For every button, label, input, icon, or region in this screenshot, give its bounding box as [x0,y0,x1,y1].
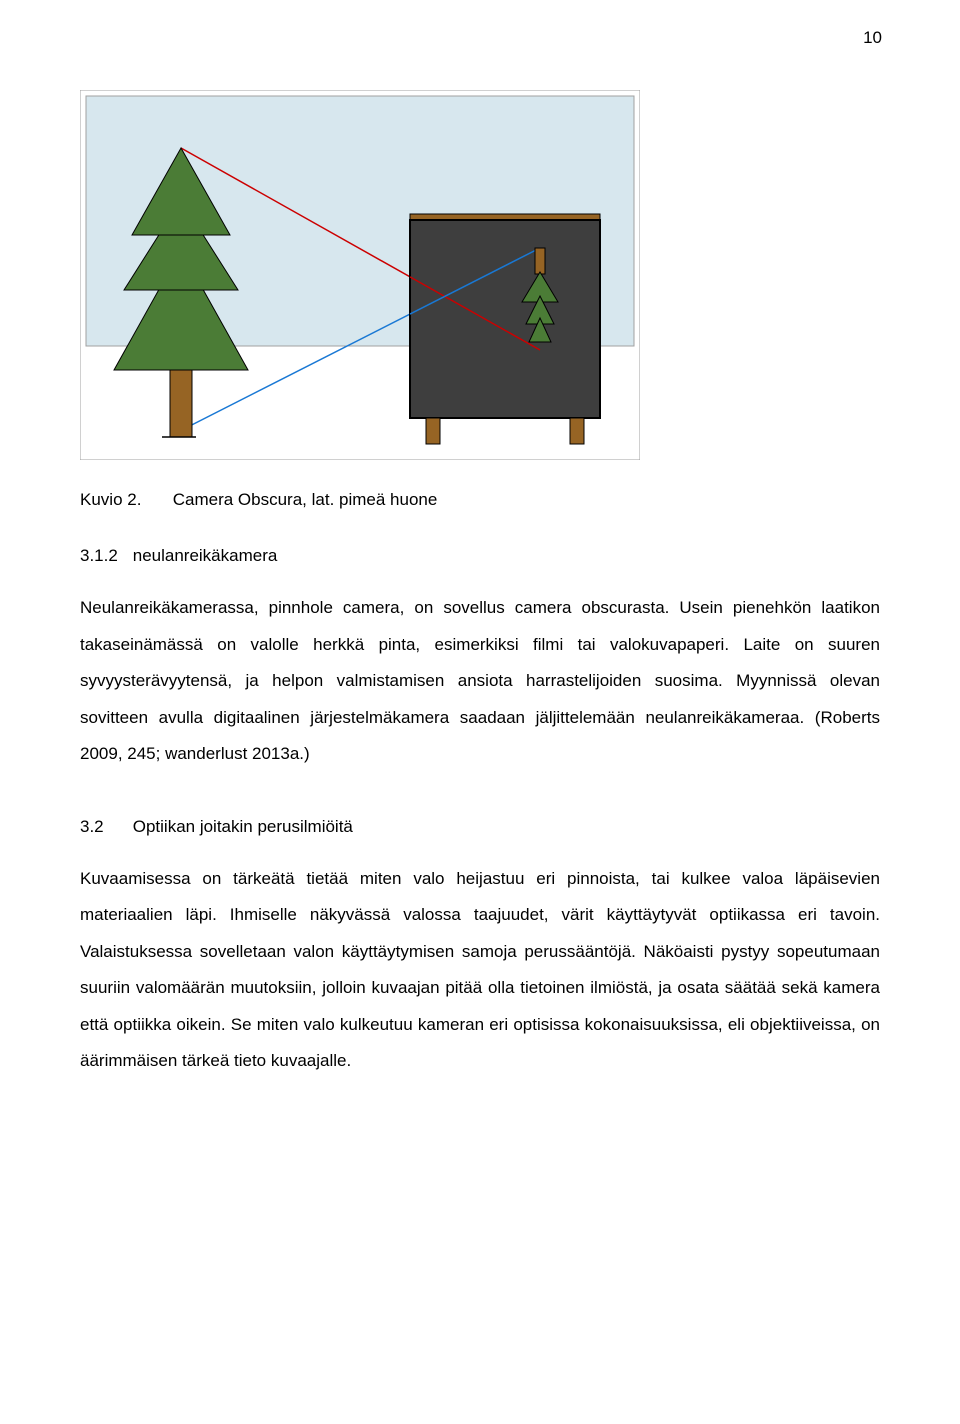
page-content: Kuvio 2. Camera Obscura, lat. pimeä huon… [80,490,880,1124]
camera-obscura-diagram [80,90,640,460]
paragraph-2: Kuvaamisessa on tärkeätä tietää miten va… [80,861,880,1080]
section-heading-minor: 3.1.2 neulanreikäkamera [80,546,880,566]
paragraph-1: Neulanreikäkamerassa, pinnhole camera, o… [80,590,880,773]
page-number: 10 [863,28,882,48]
section-heading-major: 3.2 Optiikan joitakin perusilmiöitä [80,817,880,837]
heading-number: 3.1.2 [80,546,128,566]
heading-title: neulanreikäkamera [133,546,278,565]
heading-title: Optiikan joitakin perusilmiöitä [133,817,353,836]
caption-label: Kuvio 2. [80,490,168,510]
caption-text: Camera Obscura, lat. pimeä huone [173,490,438,509]
figure-caption: Kuvio 2. Camera Obscura, lat. pimeä huon… [80,490,880,510]
heading-number: 3.2 [80,817,128,837]
